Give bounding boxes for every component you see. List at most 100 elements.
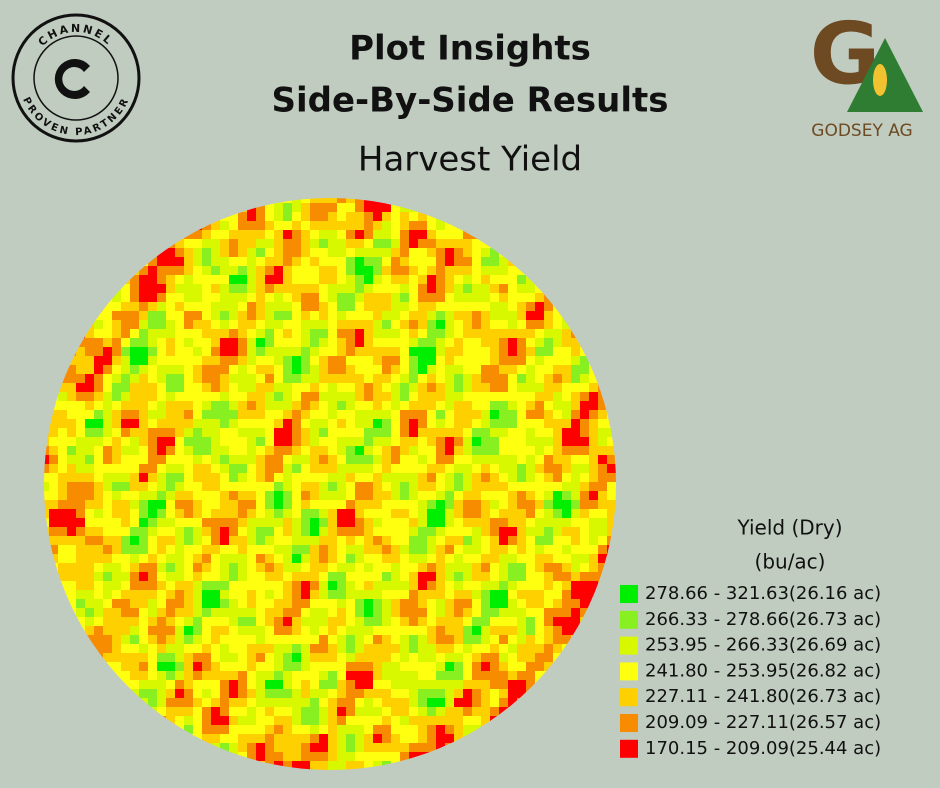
yield-cell <box>247 752 257 762</box>
yield-cell <box>328 203 338 213</box>
yield-cell <box>94 491 104 501</box>
yield-cell <box>499 455 509 465</box>
yield-cell <box>157 275 167 285</box>
yield-cell <box>310 212 320 222</box>
yield-cell <box>454 410 464 420</box>
yield-cell <box>184 257 194 267</box>
yield-cell <box>328 743 338 753</box>
yield-cell <box>391 446 401 456</box>
yield-cell <box>436 221 446 231</box>
yield-cell <box>463 419 473 429</box>
yield-cell <box>337 545 347 555</box>
yield-cell <box>175 482 185 492</box>
yield-cell <box>274 707 284 717</box>
yield-cell <box>310 239 320 249</box>
yield-cell <box>373 500 383 510</box>
yield-cell <box>364 536 374 546</box>
yield-cell <box>382 662 392 672</box>
yield-cell <box>292 311 302 321</box>
yield-cell <box>373 635 383 645</box>
yield-cell <box>85 473 95 483</box>
yield-cell <box>67 482 77 492</box>
yield-cell <box>58 581 68 591</box>
yield-cell <box>49 437 59 447</box>
yield-cell <box>499 518 509 528</box>
yield-cell <box>283 329 293 339</box>
yield-cell <box>427 212 437 222</box>
yield-cell <box>463 293 473 303</box>
yield-cell <box>319 671 329 681</box>
yield-cell <box>400 464 410 474</box>
yield-cell <box>553 473 563 483</box>
yield-cell <box>400 743 410 753</box>
yield-cell <box>607 491 616 501</box>
yield-cell <box>220 311 230 321</box>
yield-cell <box>490 401 500 411</box>
yield-cell <box>418 410 428 420</box>
yield-cell <box>175 464 185 474</box>
yield-cell <box>418 455 428 465</box>
yield-cell <box>193 491 203 501</box>
yield-cell <box>382 383 392 393</box>
yield-cell <box>283 491 293 501</box>
yield-cell <box>184 338 194 348</box>
yield-cell <box>580 482 590 492</box>
yield-cell <box>229 644 239 654</box>
yield-cell <box>175 365 185 375</box>
yield-cell <box>544 608 554 618</box>
yield-cell <box>418 248 428 258</box>
yield-cell <box>400 473 410 483</box>
yield-cell <box>508 392 518 402</box>
yield-cell <box>490 347 500 357</box>
yield-cell <box>400 509 410 519</box>
yield-cell <box>481 545 491 555</box>
yield-cell <box>382 356 392 366</box>
yield-cell <box>283 608 293 618</box>
yield-cell <box>454 311 464 321</box>
yield-cell <box>292 356 302 366</box>
yield-cell <box>346 761 356 770</box>
yield-cell <box>499 671 509 681</box>
yield-cell <box>175 266 185 276</box>
yield-cell <box>553 446 563 456</box>
yield-cell <box>211 248 221 258</box>
yield-cell <box>580 572 590 582</box>
yield-cell <box>517 518 527 528</box>
yield-cell <box>418 635 428 645</box>
yield-cell <box>373 698 383 708</box>
yield-cell <box>283 248 293 258</box>
yield-cell <box>265 293 275 303</box>
yield-cell <box>49 500 59 510</box>
yield-cell <box>292 239 302 249</box>
yield-cell <box>193 617 203 627</box>
yield-cell <box>481 680 491 690</box>
yield-cell <box>310 248 320 258</box>
yield-cell <box>166 500 176 510</box>
yield-cell <box>310 743 320 753</box>
yield-cell <box>121 653 131 663</box>
yield-cell <box>44 455 50 465</box>
yield-cell <box>499 302 509 312</box>
yield-cell <box>265 509 275 519</box>
yield-cell <box>373 266 383 276</box>
yield-cell <box>445 617 455 627</box>
yield-cell <box>166 698 176 708</box>
yield-cell <box>283 203 293 213</box>
yield-cell <box>229 689 239 699</box>
yield-cell <box>274 311 284 321</box>
yield-cell <box>463 617 473 627</box>
yield-cell <box>526 464 536 474</box>
yield-cell <box>535 419 545 429</box>
yield-cell <box>517 671 527 681</box>
yield-cell <box>301 365 311 375</box>
yield-cell <box>445 419 455 429</box>
yield-cell <box>526 284 536 294</box>
title: Plot Insights <box>349 29 591 69</box>
yield-cell <box>436 635 446 645</box>
yield-cell <box>391 257 401 267</box>
yield-cell <box>328 365 338 375</box>
yield-cell <box>274 491 284 501</box>
yield-cell <box>463 563 473 573</box>
yield-cell <box>103 608 113 618</box>
yield-cell <box>229 365 239 375</box>
